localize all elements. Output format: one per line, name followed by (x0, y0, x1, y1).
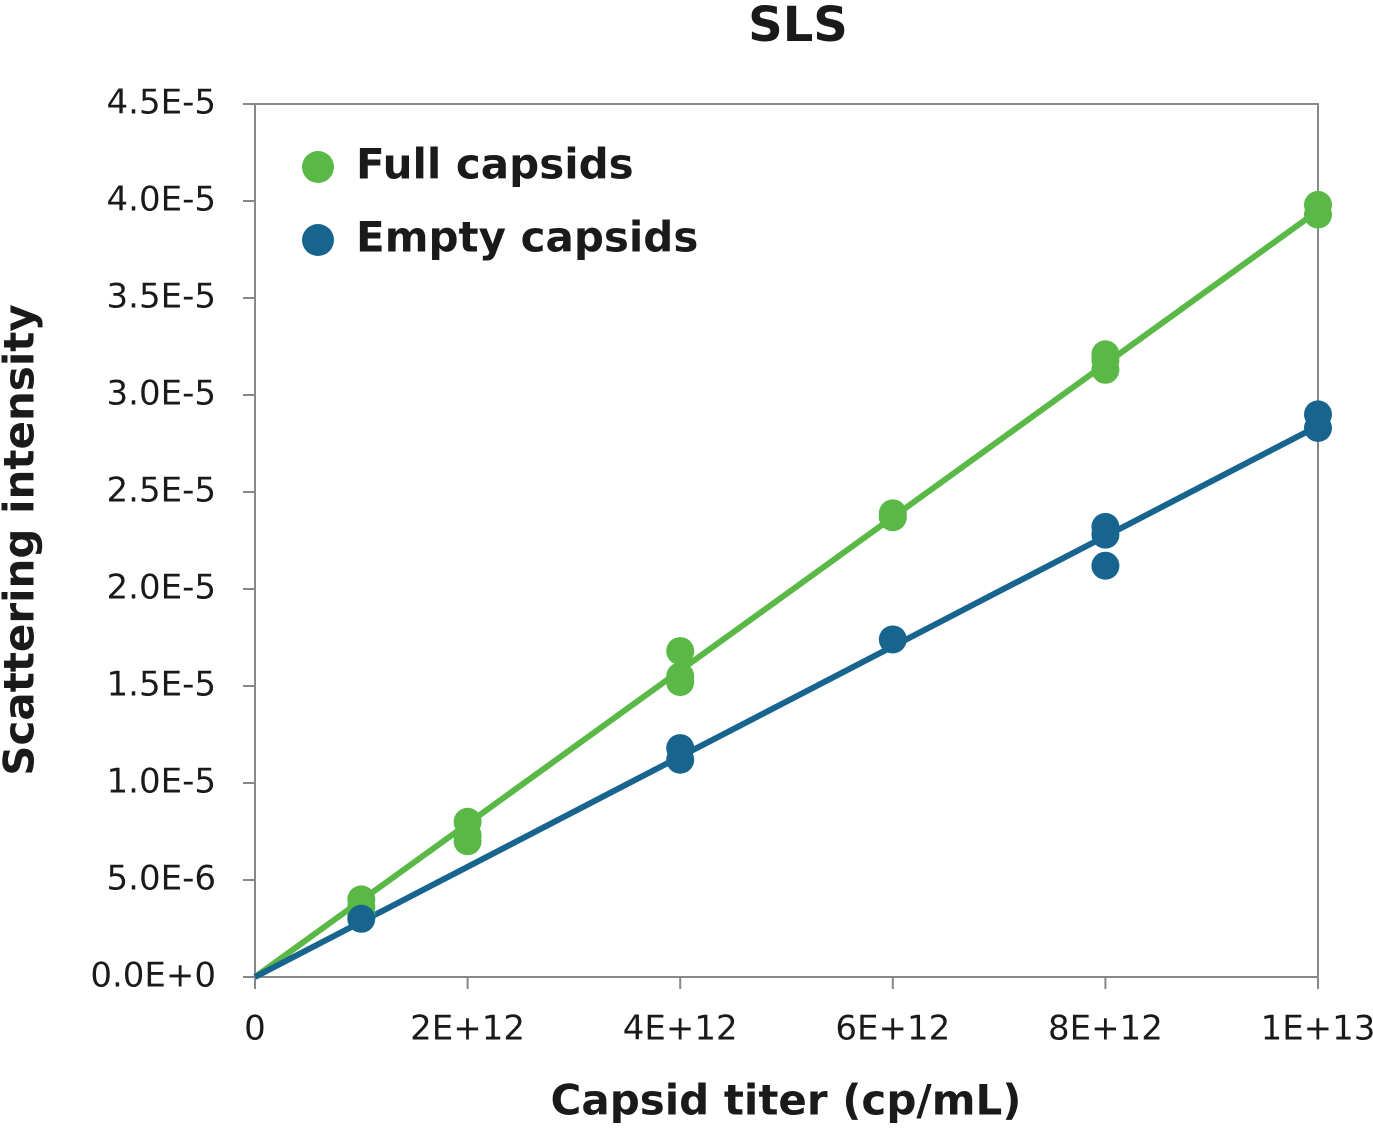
point (347, 904, 376, 933)
y-tick-label: 5.0E-6 (107, 859, 216, 899)
point (453, 821, 482, 850)
point (1304, 200, 1332, 229)
x-tick-label: 2E+12 (410, 1009, 525, 1049)
x-tick-label: 0 (244, 1009, 266, 1049)
point (666, 668, 695, 697)
point (666, 745, 695, 774)
y-tick-label: 3.0E-5 (107, 374, 216, 414)
y-axis-title: Scattering intensity (0, 304, 44, 775)
x-tick-label: 8E+12 (1048, 1009, 1163, 1049)
legend-label: Full capsids (356, 140, 634, 189)
y-tick-label: 0.0E+0 (90, 956, 216, 996)
point (878, 503, 907, 532)
y-tick-label: 2.0E-5 (107, 568, 216, 608)
x-tick-label: 1E+13 (1261, 1009, 1373, 1049)
point (1091, 551, 1120, 580)
plot-frame (254, 103, 1319, 978)
y-tick-label: 3.5E-5 (107, 277, 216, 317)
point (666, 637, 695, 666)
y-tick-label: 2.5E-5 (107, 471, 216, 511)
y-tick-label: 1.5E-5 (107, 665, 216, 705)
x-axis-title: Capsid titer (cp/mL) (551, 1076, 1022, 1125)
y-tick-label: 4.0E-5 (107, 180, 216, 220)
legend-marker (302, 151, 334, 183)
legend-marker (302, 224, 334, 256)
y-tick-label: 1.0E-5 (107, 762, 216, 802)
legend-label: Empty capsids (356, 213, 698, 262)
y-tick-label: 4.5E-5 (107, 83, 216, 123)
point (1091, 520, 1120, 549)
chart-title: SLS (748, 0, 848, 53)
x-tick-label: 6E+12 (835, 1009, 950, 1049)
trendline (253, 208, 1320, 980)
x-tick-label: 4E+12 (623, 1009, 738, 1049)
trendline (253, 423, 1320, 980)
point (878, 625, 907, 654)
point (1304, 413, 1332, 442)
point (1091, 346, 1120, 375)
